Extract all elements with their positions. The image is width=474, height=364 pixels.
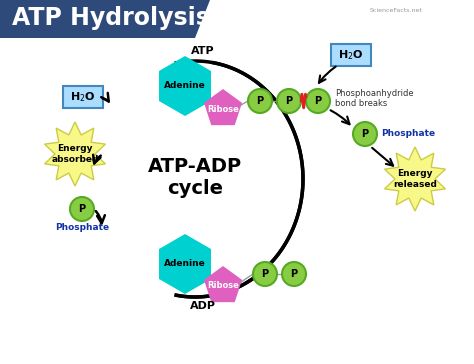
Polygon shape xyxy=(45,122,105,186)
Text: P: P xyxy=(314,96,321,106)
Polygon shape xyxy=(159,56,211,116)
Text: ScienceFacts.net: ScienceFacts.net xyxy=(370,8,423,13)
Text: P: P xyxy=(256,96,264,106)
Text: Ribose: Ribose xyxy=(207,104,239,114)
Text: ATP: ATP xyxy=(191,46,215,56)
Polygon shape xyxy=(0,0,210,38)
Text: ATP Hydrolysis: ATP Hydrolysis xyxy=(12,6,210,30)
Circle shape xyxy=(70,197,94,221)
Text: P: P xyxy=(362,129,369,139)
Circle shape xyxy=(282,262,306,286)
Polygon shape xyxy=(204,89,242,125)
Circle shape xyxy=(248,89,272,113)
Text: Adenine: Adenine xyxy=(164,260,206,269)
Text: Phosphate: Phosphate xyxy=(381,130,435,138)
Circle shape xyxy=(253,262,277,286)
Polygon shape xyxy=(159,234,211,294)
Text: Energy
released: Energy released xyxy=(393,169,437,189)
Text: P: P xyxy=(78,204,86,214)
Text: P: P xyxy=(291,269,298,279)
Circle shape xyxy=(277,89,301,113)
Circle shape xyxy=(353,122,377,146)
Text: ADP: ADP xyxy=(190,301,216,311)
Text: Phosphate: Phosphate xyxy=(55,222,109,232)
FancyBboxPatch shape xyxy=(331,44,371,66)
Text: H$_2$O: H$_2$O xyxy=(70,90,96,104)
Text: P: P xyxy=(285,96,292,106)
Text: Phosphoanhydride
bond breaks: Phosphoanhydride bond breaks xyxy=(335,89,414,108)
Text: Energy
absorbed: Energy absorbed xyxy=(51,144,99,164)
Text: cycle: cycle xyxy=(167,179,223,198)
FancyBboxPatch shape xyxy=(63,86,103,108)
Polygon shape xyxy=(204,266,242,302)
Text: H$_2$O: H$_2$O xyxy=(338,48,364,62)
Text: Ribose: Ribose xyxy=(207,281,239,290)
Polygon shape xyxy=(384,147,446,211)
Circle shape xyxy=(306,89,330,113)
Text: ATP-ADP: ATP-ADP xyxy=(148,158,242,177)
Text: P: P xyxy=(262,269,269,279)
Text: Adenine: Adenine xyxy=(164,82,206,91)
